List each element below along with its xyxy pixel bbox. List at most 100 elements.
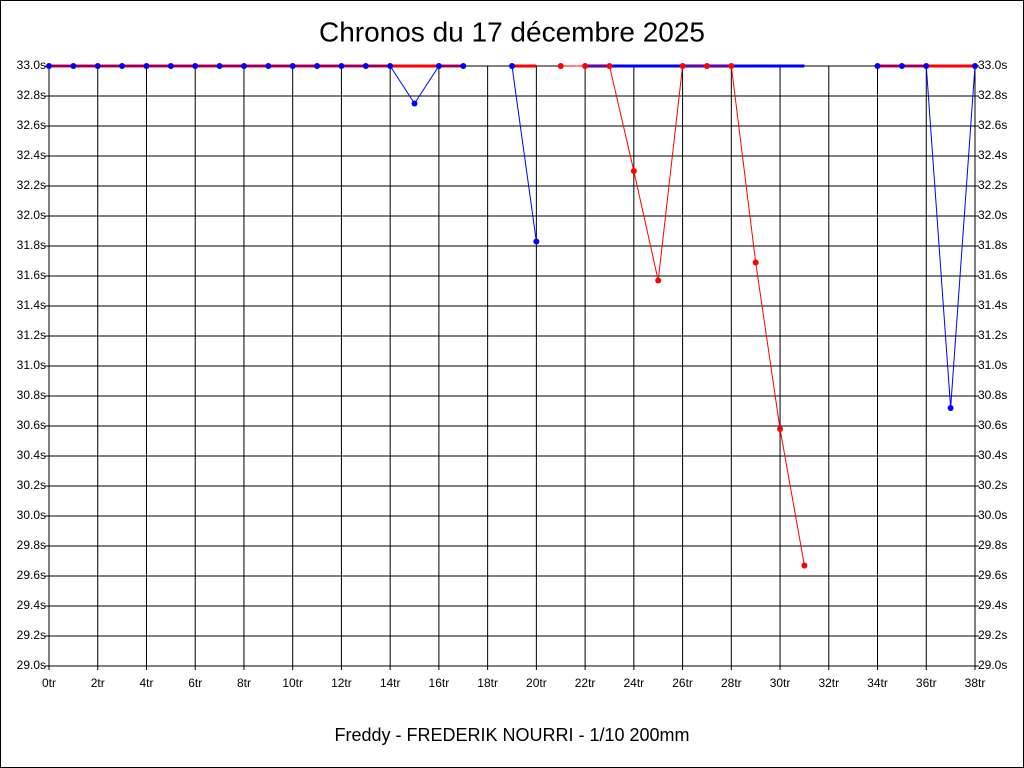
y-tick-label: 32.6s	[17, 118, 46, 132]
x-tick-label: 0tr	[42, 676, 56, 690]
point	[533, 238, 540, 245]
x-tick-label: 22tr	[575, 676, 596, 690]
y-tick-label: 29.6s	[17, 568, 46, 582]
y-tick-label: 32.0s	[17, 208, 46, 222]
x-tick-label: 12tr	[331, 676, 352, 690]
y2-tick-label: 30.2s	[978, 478, 1007, 492]
x-tick-label: 36tr	[916, 676, 937, 690]
y-tick-label: 31.8s	[17, 238, 46, 252]
y-tick-label: 29.2s	[17, 628, 46, 642]
y-tick-label: 29.4s	[17, 598, 46, 612]
point	[801, 562, 808, 569]
y2-tick-label: 30.0s	[978, 508, 1007, 522]
x-tick-label: 30tr	[770, 676, 791, 690]
y2-tick-label: 31.8s	[978, 238, 1007, 252]
point	[265, 63, 272, 69]
point	[752, 259, 759, 266]
y2-tick-label: 30.8s	[978, 388, 1007, 402]
point	[216, 63, 223, 69]
x-tick-label: 24tr	[623, 676, 644, 690]
x-tick-label: 38tr	[965, 676, 986, 690]
point	[972, 63, 978, 69]
x-tick-label: 16tr	[429, 676, 450, 690]
point	[728, 63, 735, 69]
chart-title: Chronos du 17 décembre 2025	[319, 16, 705, 47]
point	[509, 63, 515, 69]
point	[557, 63, 564, 69]
point	[362, 63, 369, 69]
y2-tick-label: 29.6s	[978, 568, 1007, 582]
y2-tick-label: 30.4s	[978, 448, 1007, 462]
y-tick-label: 31.2s	[17, 328, 46, 342]
x-tick-label: 20tr	[526, 676, 547, 690]
y-tick-label: 32.2s	[17, 178, 46, 192]
y2-tick-label: 29.2s	[978, 628, 1007, 642]
point	[94, 63, 101, 69]
y-tick-label: 32.8s	[17, 88, 46, 102]
x-tick-label: 4tr	[139, 676, 153, 690]
y2-tick-label: 32.4s	[978, 148, 1007, 162]
point	[387, 63, 394, 69]
y2-tick-label: 31.4s	[978, 298, 1007, 312]
x-tick-label: 8tr	[237, 676, 251, 690]
y-tick-label: 30.6s	[17, 418, 46, 432]
x-tick-label: 34tr	[867, 676, 888, 690]
y-tick-label: 31.4s	[17, 298, 46, 312]
y2-tick-label: 29.8s	[978, 538, 1007, 552]
y-tick-label: 30.8s	[17, 388, 46, 402]
x-tick-label: 18tr	[477, 676, 498, 690]
y2-tick-label: 31.2s	[978, 328, 1007, 342]
y2-tick-label: 32.0s	[978, 208, 1007, 222]
point	[143, 63, 150, 69]
y2-tick-label: 31.6s	[978, 268, 1007, 282]
y-tick-label: 31.6s	[17, 268, 46, 282]
point	[314, 63, 321, 69]
y-tick-label: 33.0s	[17, 58, 46, 72]
point	[460, 63, 467, 69]
point	[338, 63, 345, 69]
y-tick-label: 31.0s	[17, 358, 46, 372]
y2-tick-label: 32.8s	[978, 88, 1007, 102]
x-tick-label: 10tr	[282, 676, 303, 690]
y-tick-label: 30.2s	[17, 478, 46, 492]
x-tick-label: 26tr	[672, 676, 693, 690]
point	[411, 100, 418, 107]
point	[435, 63, 442, 69]
y2-tick-label: 32.6s	[978, 118, 1007, 132]
point	[947, 405, 954, 411]
point	[119, 63, 126, 69]
point	[70, 63, 77, 69]
y-tick-label: 29.0s	[17, 658, 46, 672]
point	[679, 63, 686, 69]
y2-tick-label: 33.0s	[978, 58, 1007, 72]
y2-tick-label: 32.2s	[978, 178, 1007, 192]
point	[46, 63, 52, 69]
point	[898, 63, 905, 69]
point	[240, 63, 247, 69]
y2-tick-label: 29.0s	[978, 658, 1007, 672]
x-tick-label: 32tr	[818, 676, 839, 690]
x-tick-label: 14tr	[380, 676, 401, 690]
y-tick-label: 32.4s	[17, 148, 46, 162]
point	[192, 63, 199, 69]
x-tick-label: 6tr	[188, 676, 202, 690]
chart-footer: Freddy - FREDERIK NOURRI - 1/10 200mm	[334, 725, 689, 745]
point	[606, 63, 613, 69]
y-tick-label: 29.8s	[17, 538, 46, 552]
point	[923, 63, 930, 69]
point	[777, 426, 784, 432]
y2-tick-label: 31.0s	[978, 358, 1007, 372]
y2-tick-label: 30.6s	[978, 418, 1007, 432]
point	[630, 168, 637, 174]
point	[582, 63, 589, 69]
y-tick-label: 30.0s	[17, 508, 46, 522]
point	[655, 277, 662, 284]
point	[289, 63, 296, 69]
point	[874, 63, 881, 69]
x-tick-label: 28tr	[721, 676, 742, 690]
x-tick-label: 2tr	[91, 676, 105, 690]
point	[703, 63, 710, 69]
point	[167, 63, 174, 69]
